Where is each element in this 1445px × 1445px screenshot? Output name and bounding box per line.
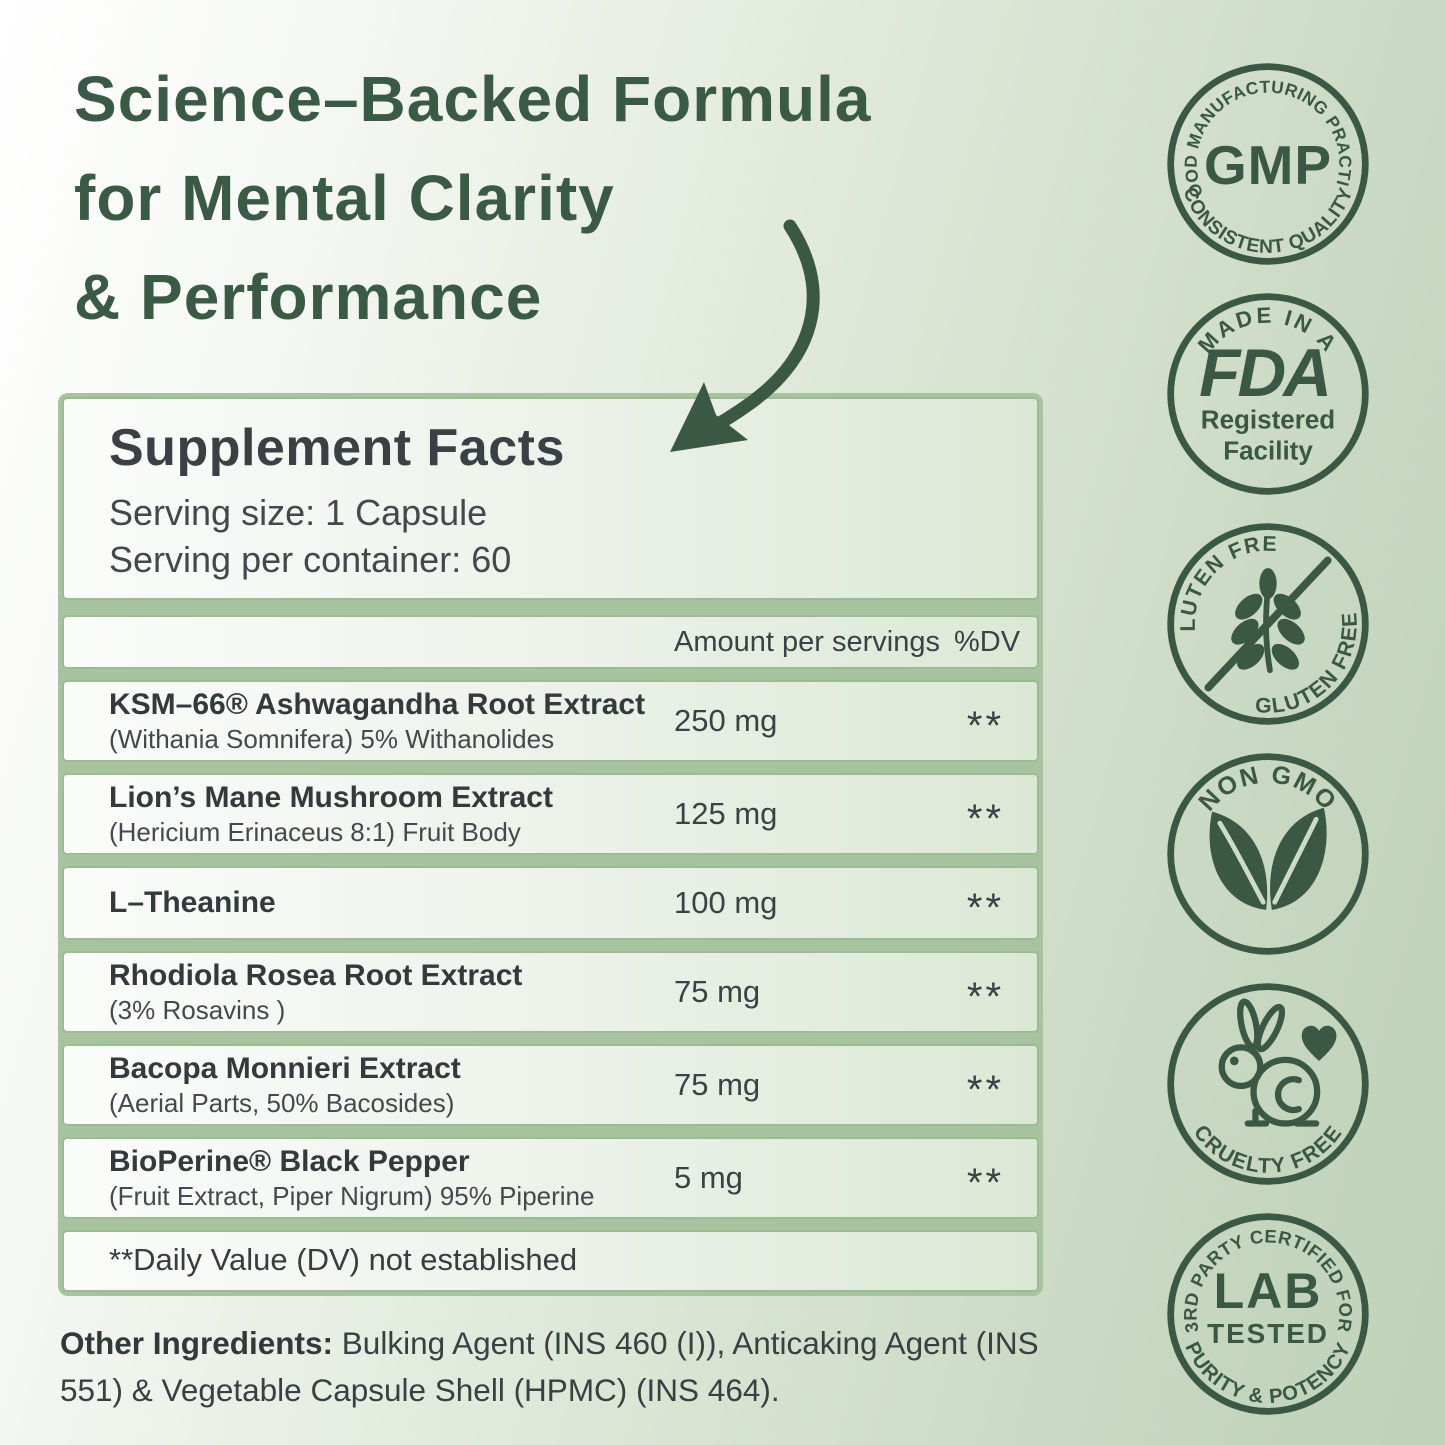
table-row: Lion’s Mane Mushroom Extract (Hericium E… xyxy=(62,773,1039,855)
lab-center-text: LAB xyxy=(1214,1263,1323,1319)
ingredient-name: Rhodiola Rosea Root Extract xyxy=(109,959,523,992)
ingredient-dv: ** xyxy=(966,1160,1005,1205)
cruelty-arc-text: CRUELTY FREE xyxy=(1189,1121,1346,1178)
ingredient-amount: 5 mg xyxy=(674,1160,743,1195)
ingredient-detail: (3% Rosavins ) xyxy=(109,995,286,1025)
lab-tested-seal-icon: 3RD PARTY CERTIFIED FOR LAB TESTED PURIT… xyxy=(1167,1213,1369,1415)
rabbit-icon xyxy=(1218,998,1321,1127)
ingredient-cell: BioPerine® Black Pepper (Fruit Extract, … xyxy=(109,1145,674,1211)
ingredient-name: KSM–66® Ashwagandha Root Extract xyxy=(109,688,646,721)
ingredient-amount: 125 mg xyxy=(674,796,778,831)
lab-bottom-arc-text: PURITY & POTENCY xyxy=(1181,1339,1355,1408)
svg-text:PURITY & POTENCY: PURITY & POTENCY xyxy=(1181,1339,1356,1408)
gmp-seal-icon: GOOD MANUFACTURING PRACTICE GMP CONSISTE… xyxy=(1162,58,1369,265)
ingredient-name: L–Theanine xyxy=(109,886,276,919)
ingredient-detail: (Hericium Erinaceus 8:1) Fruit Body xyxy=(109,817,521,847)
ingredient-cell: Rhodiola Rosea Root Extract (3% Rosavins… xyxy=(109,959,674,1025)
fda-logo-text: FDA xyxy=(1199,336,1329,411)
table-row: BioPerine® Black Pepper (Fruit Extract, … xyxy=(62,1137,1039,1219)
serving-per-container: Serving per container: 60 xyxy=(109,539,512,580)
daily-value-footnote: **Daily Value (DV) not established xyxy=(62,1230,1039,1292)
other-ingredients: Other Ingredients: Bulking Agent (INS 46… xyxy=(60,1320,1065,1414)
ingredient-cell: Bacopa Monnieri Extract (Aerial Parts, 5… xyxy=(109,1052,674,1118)
lab-tested-text: TESTED xyxy=(1207,1318,1329,1349)
panel-header: Supplement Facts Serving size: 1 Capsule… xyxy=(62,397,1039,600)
svg-text:CRUELTY FREE: CRUELTY FREE xyxy=(1189,1121,1347,1178)
ingredient-detail: (Fruit Extract, Piper Nigrum) 95% Piperi… xyxy=(109,1181,595,1211)
ingredient-cell: KSM–66® Ashwagandha Root Extract (Withan… xyxy=(109,688,674,754)
page-title-line-3: & Performance xyxy=(74,261,543,333)
slash-icon xyxy=(1204,556,1332,692)
serving-size: Serving size: 1 Capsule xyxy=(109,492,488,533)
table-row: Bacopa Monnieri Extract (Aerial Parts, 5… xyxy=(62,1044,1039,1126)
ingredient-dv: ** xyxy=(966,796,1005,841)
other-ingredients-text: Bulking Agent (INS 460 (I)), Anticaking … xyxy=(60,1325,1039,1408)
fda-registered-text: Registered xyxy=(1201,405,1335,435)
ingredient-detail: (Withania Somnifera) 5% Withanolides xyxy=(109,724,555,754)
column-header-amount: Amount per servings xyxy=(674,625,940,658)
heart-icon xyxy=(1301,1025,1337,1061)
ingredient-name: BioPerine® Black Pepper xyxy=(109,1145,470,1178)
column-header-dv: %DV xyxy=(954,625,1021,658)
panel-title: Supplement Facts xyxy=(109,419,565,477)
table-row: KSM–66® Ashwagandha Root Extract (Withan… xyxy=(62,680,1039,762)
other-ingredients-label: Other Ingredients: xyxy=(60,1325,334,1361)
table-row: L–Theanine 100 mg ** xyxy=(62,866,1039,940)
badge-column: GOOD MANUFACTURING PRACTICE GMP CONSISTE… xyxy=(1162,58,1374,1420)
gmp-center-text: GMP xyxy=(1204,134,1332,196)
fda-facility-text: Facility xyxy=(1223,436,1313,466)
ingredient-dv: ** xyxy=(966,974,1005,1019)
ingredient-amount: 100 mg xyxy=(674,885,778,920)
curved-arrow-icon xyxy=(670,219,820,452)
ingredient-dv: ** xyxy=(966,703,1005,748)
table-row: Rhodiola Rosea Root Extract (3% Rosavins… xyxy=(62,951,1039,1033)
table-header-row: Amount per servings %DV xyxy=(62,615,1039,669)
ingredient-dv: ** xyxy=(966,885,1005,930)
leaves-icon xyxy=(1209,807,1327,910)
ingredient-amount: 250 mg xyxy=(674,703,778,738)
left-column: Science–Backed Formula for Mental Clarit… xyxy=(58,50,1043,1414)
page-title-line-2: for Mental Clarity xyxy=(74,162,615,234)
ingredient-amount: 75 mg xyxy=(674,1067,761,1102)
ingredient-cell: Lion’s Mane Mushroom Extract (Hericium E… xyxy=(109,781,674,847)
page-title-line-1: Science–Backed Formula xyxy=(74,63,872,135)
ingredient-cell: L–Theanine xyxy=(109,886,674,920)
ingredient-amount: 75 mg xyxy=(674,974,761,1009)
fda-seal-icon: MADE IN A FDA Registered Facility xyxy=(1167,293,1369,495)
gluten-free-seal-icon: GLUTEN FREE GLUTEN FREE xyxy=(1162,518,1369,725)
cruelty-free-seal-icon: CRUELTY FREE xyxy=(1167,983,1369,1185)
supplement-facts-panel: Supplement Facts Serving size: 1 Capsule… xyxy=(58,393,1043,1296)
page-title: Science–Backed Formula for Mental Clarit… xyxy=(74,50,1043,347)
ingredient-dv: ** xyxy=(966,1067,1005,1112)
ingredient-detail: (Aerial Parts, 50% Bacosides) xyxy=(109,1088,455,1118)
ingredient-name: Lion’s Mane Mushroom Extract xyxy=(109,781,553,814)
non-gmo-seal-icon: NON GMO xyxy=(1167,753,1369,955)
ingredient-name: Bacopa Monnieri Extract xyxy=(109,1052,461,1085)
